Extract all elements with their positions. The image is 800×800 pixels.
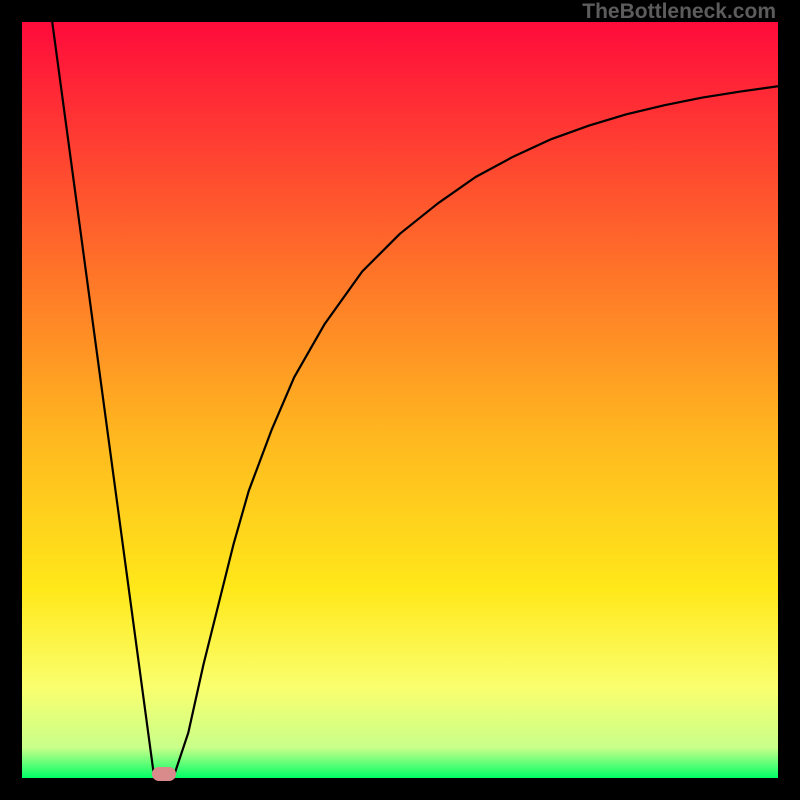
plot-area <box>22 22 778 778</box>
minimum-marker <box>152 767 176 781</box>
right-branch-curve <box>173 86 778 778</box>
left-branch-line <box>52 22 154 778</box>
chart-frame: TheBottleneck.com <box>0 0 800 800</box>
watermark-text: TheBottleneck.com <box>582 0 776 24</box>
curve-svg <box>22 22 778 778</box>
